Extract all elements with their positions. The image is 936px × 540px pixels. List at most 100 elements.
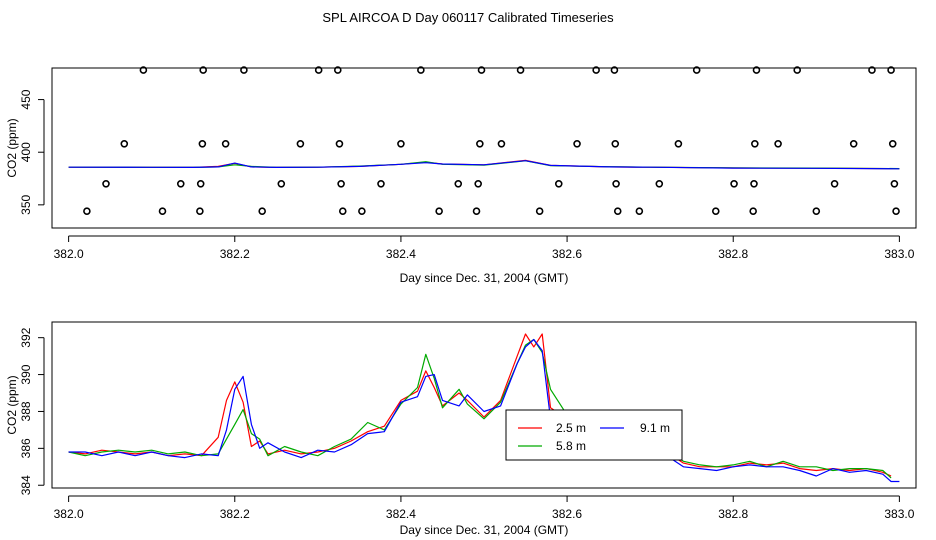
calibration-point	[793, 66, 802, 74]
calibration-point	[711, 207, 720, 215]
calibration-point	[102, 179, 110, 188]
calibration-point	[83, 207, 91, 215]
top-x-tick-label: 382.6	[552, 247, 582, 261]
legend-label-2-5m: 2.5 m	[556, 421, 586, 435]
bottom-x-tick-label: 382.2	[220, 507, 250, 521]
calibration-point	[751, 139, 759, 148]
bottom-y-tick-label: 392	[19, 327, 33, 347]
calibration-point	[397, 139, 405, 148]
bottom-y-tick-label: 390	[19, 364, 33, 384]
calibration-point	[497, 139, 506, 148]
calibration-point	[258, 207, 266, 215]
top-x-tick-label: 383.0	[884, 247, 914, 261]
calibration-point	[774, 139, 782, 148]
calibration-point	[888, 139, 897, 148]
top-x-tick-label: 382.8	[718, 247, 748, 261]
calibration-point	[196, 179, 205, 188]
calibration-point	[890, 179, 899, 188]
top-x-tick-label: 382.2	[220, 247, 250, 261]
calibration-point	[516, 66, 525, 74]
bottom-x-tick-label: 382.4	[386, 507, 416, 521]
bottom-series-group	[68, 333, 900, 483]
calibration-point	[635, 207, 644, 215]
calibration-point	[435, 207, 443, 215]
bottom-x-tick-label: 383.0	[884, 507, 914, 521]
calibration-point	[337, 179, 345, 188]
calibration-point	[554, 179, 563, 188]
calibration-point	[474, 179, 482, 188]
calibration-point	[752, 66, 761, 74]
calibration-point	[358, 207, 366, 215]
calibration-point	[812, 207, 821, 215]
legend-box	[505, 409, 683, 461]
calibration-point	[199, 66, 207, 74]
calibration-point	[240, 66, 248, 74]
bottom-y-tick-label: 386	[19, 438, 33, 458]
calibration-point	[335, 139, 344, 148]
calibration-point	[158, 207, 167, 215]
bottom-series-line-9-1-m	[68, 338, 900, 483]
top-y-axis: 350 400 450	[19, 89, 45, 215]
bottom-x-axis: 382.0 382.2 382.4 382.6 382.8 383.0	[54, 495, 915, 521]
bottom-x-tick-label: 382.6	[552, 507, 582, 521]
top-x-tick-label: 382.0	[54, 247, 84, 261]
calibration-point	[613, 207, 622, 215]
bottom-series-line-2-5-m	[68, 333, 892, 477]
top-x-tick-label: 382.4	[386, 247, 416, 261]
top-y-axis-label: CO2 (ppm)	[5, 118, 19, 177]
calibration-point	[892, 207, 900, 215]
top-x-axis-label: Day since Dec. 31, 2004 (GMT)	[400, 271, 569, 285]
calibration-point	[198, 139, 207, 148]
legend-label-5-8m: 5.8 m	[556, 439, 586, 453]
calibration-point	[674, 139, 683, 148]
top-y-tick-label: 400	[19, 142, 33, 162]
calibration-point	[296, 139, 305, 148]
calibration-point	[314, 66, 323, 74]
top-plot-frame	[51, 67, 917, 229]
bottom-series-line-5-8-m	[68, 338, 892, 479]
calibration-point	[887, 66, 895, 74]
calibration-point	[749, 207, 757, 215]
calibration-point	[377, 179, 385, 188]
calibration-point	[176, 179, 185, 188]
top-y-tick-label: 450	[19, 89, 33, 109]
calibration-point	[333, 66, 342, 74]
calibration-point	[221, 139, 230, 148]
calibration-point	[417, 66, 425, 74]
bottom-y-tick-label: 388	[19, 401, 33, 421]
legend: 2.5 m 5.8 m 9.1 m	[505, 409, 683, 461]
calibration-point	[535, 207, 544, 215]
top-calibration-points-group	[83, 66, 900, 215]
calibration-point	[196, 207, 204, 215]
top-panel: 382.0 382.2 382.4 382.6 382.8 383.0 350 400 450…	[5, 66, 917, 285]
calibration-point	[692, 66, 701, 74]
calibration-point	[277, 179, 286, 188]
bottom-y-tick-label: 384	[19, 475, 33, 495]
calibration-point	[338, 207, 347, 215]
calibration-point	[120, 139, 129, 148]
calibration-point	[612, 179, 620, 188]
legend-label-9-1m: 9.1 m	[640, 421, 670, 435]
bottom-panel: 382.0 382.2 382.4 382.6 382.8 383.0 384 386 388…	[5, 321, 917, 537]
calibration-point	[139, 66, 148, 74]
bottom-plot-frame	[51, 321, 917, 489]
bottom-x-tick-label: 382.0	[54, 507, 84, 521]
calibration-point	[472, 207, 481, 215]
top-series-line-9-1-m	[68, 160, 900, 170]
top-x-axis: 382.0 382.2 382.4 382.6 382.8 383.0	[54, 235, 915, 261]
top-y-tick-label: 350	[19, 195, 33, 215]
calibration-point	[592, 66, 600, 74]
figure-title: SPL AIRCOA D Day 060117 Calibrated Times…	[322, 10, 614, 25]
calibration-point	[830, 179, 839, 188]
calibration-point	[750, 179, 758, 188]
bottom-y-axis: 384 386 388 390 392	[19, 327, 45, 495]
top-series-group	[68, 159, 900, 170]
calibration-point	[730, 179, 738, 188]
calibration-point	[610, 66, 619, 74]
calibration-point	[849, 139, 858, 148]
calibration-point	[868, 66, 876, 74]
bottom-y-axis-label: CO2 (ppm)	[5, 375, 19, 434]
bottom-x-tick-label: 382.8	[718, 507, 748, 521]
calibration-point	[476, 139, 484, 148]
calibration-point	[477, 66, 486, 74]
